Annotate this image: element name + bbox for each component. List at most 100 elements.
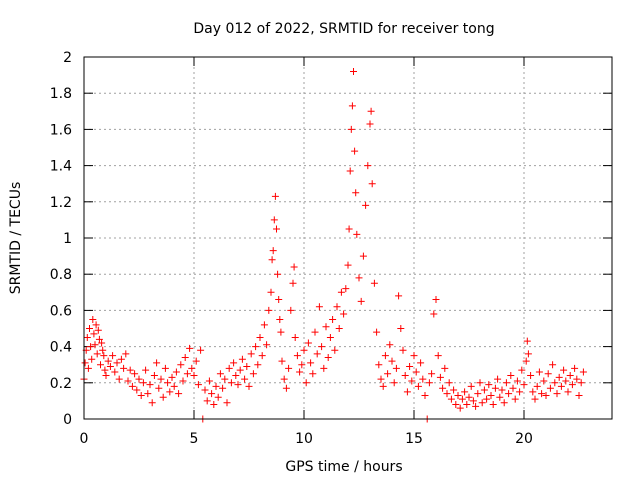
data-point [289,279,297,287]
data-point [511,395,519,403]
data-point [551,379,559,387]
data-point [188,364,196,372]
data-point [166,388,174,396]
data-point [126,366,134,374]
data-point [432,296,440,304]
data-point [102,372,110,380]
data-point [241,375,249,383]
data-point [364,162,372,170]
y-tick-label: 0.4 [50,340,72,356]
data-point [89,315,97,323]
data-point [412,368,420,376]
data-point [445,379,453,387]
data-point [531,395,539,403]
data-point [535,368,543,376]
data-point [507,372,515,380]
data-point [318,343,326,351]
data-point [225,364,233,372]
data-point [238,355,246,363]
data-point [326,334,334,342]
x-axis-label: GPS time / hours [285,459,402,475]
data-point [340,310,348,318]
data-point [575,391,583,399]
data-point [267,288,275,296]
data-point [293,352,301,360]
data-point [87,343,95,351]
data-point [197,346,205,354]
data-point [362,201,370,209]
data-point [544,370,552,378]
data-point [128,382,136,390]
data-point [388,357,396,365]
data-point [277,328,285,336]
data-point [201,386,209,394]
data-point [124,377,132,385]
data-point [500,399,508,407]
data-point [275,296,283,304]
data-point [447,395,455,403]
data-point [568,381,576,389]
data-point [335,325,343,332]
data-point [386,341,394,349]
y-tick-label: 0.8 [50,267,72,283]
data-point [84,364,92,372]
data-point [148,399,156,407]
chart-title: Day 012 of 2022, SRMTID for receiver ton… [193,21,494,37]
data-point [518,366,526,374]
data-point [516,388,524,396]
data-point [414,382,422,390]
data-point [282,384,290,392]
data-point [430,310,438,318]
data-point [392,364,400,372]
data-point [276,315,284,323]
data-point [170,382,178,390]
data-point [221,375,229,383]
data-point [487,391,495,399]
data-point [441,364,449,372]
data-point [216,370,224,378]
data-point [192,357,200,365]
data-point [106,363,114,371]
data-point [352,189,360,197]
data-point [397,325,405,332]
data-point [502,379,510,387]
data-point [122,350,130,358]
data-point [234,381,242,389]
data-point [146,381,154,389]
data-point [181,353,189,361]
data-point [337,288,345,296]
data-point [258,352,266,360]
data-point [458,395,466,403]
data-point [247,350,255,358]
data-point [94,326,102,334]
data-point [100,352,108,360]
data-point [86,325,93,332]
y-axis-label: SRMTID / TECUs [8,182,24,295]
data-point [439,384,447,392]
data-point [120,364,128,372]
data-point [269,247,277,255]
data-point [161,364,169,372]
data-point [350,67,357,75]
data-point [498,386,506,394]
data-point [463,401,471,409]
data-point [236,366,244,374]
data-point [287,306,295,314]
data-point [280,375,288,383]
data-point [137,391,145,399]
data-point [144,390,152,398]
data-point [101,366,109,374]
data-point [333,303,341,311]
data-point [390,379,398,387]
data-point [249,370,257,378]
y-tick-label: 0.2 [50,376,72,392]
data-point [546,384,554,392]
data-point [355,274,363,282]
data-point [205,377,213,385]
data-point [91,341,99,349]
x-tick-label: 10 [295,431,313,447]
data-point [399,346,407,354]
data-point [367,107,375,115]
data-point [513,377,521,385]
